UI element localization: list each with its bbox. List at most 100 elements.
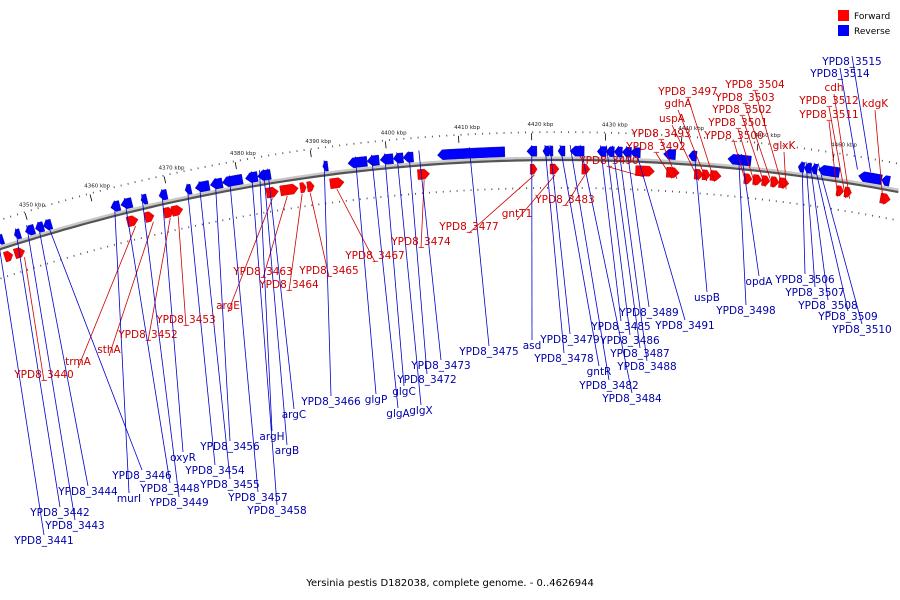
leader-line <box>564 174 586 207</box>
leader-line <box>267 168 295 410</box>
reverse-gene-label: YPD8_3444 <box>57 486 118 498</box>
leader-line <box>569 144 610 381</box>
forward-gene-label: YPD8_3501 <box>707 117 767 129</box>
leader-line <box>228 175 259 493</box>
reverse-gene-arrow <box>120 197 134 209</box>
reverse-gene-label: glgX <box>409 405 432 417</box>
forward-gene-arrow <box>306 181 315 193</box>
leader-line <box>45 219 143 471</box>
leader-line <box>801 161 806 275</box>
reverse-gene-label: YPD8_3509 <box>817 311 877 323</box>
reverse-gene-arrow <box>110 200 122 212</box>
tick-mark <box>309 150 312 158</box>
tick-label: 4380 kbp <box>230 151 256 157</box>
leader-line <box>599 145 622 322</box>
leader-line <box>737 128 756 186</box>
leader-line <box>37 221 89 487</box>
leader-line <box>354 156 377 395</box>
tick-label: 4360 kbp <box>84 184 110 190</box>
leader-line <box>839 67 858 170</box>
reverse-gene-arrow <box>210 177 224 190</box>
leader-line <box>177 216 187 327</box>
track-dot <box>40 264 42 267</box>
tick-mark <box>385 141 387 149</box>
tick-label: 4430 kbp <box>602 123 628 129</box>
reverse-gene-label: YPD8_3489 <box>618 307 678 319</box>
leader-line <box>77 226 136 369</box>
leader-line <box>309 192 330 278</box>
tick-mark <box>89 194 93 202</box>
leader-line <box>741 115 766 187</box>
reverse-gene-label: YPD8_3442 <box>29 507 89 519</box>
track-dot <box>59 258 62 261</box>
reverse-gene-label: YPD8_3449 <box>148 497 208 509</box>
forward-gene-arrow <box>279 183 299 197</box>
forward-gene-label: YPD8_3474 <box>390 236 451 248</box>
reverse-gene-label: YPD8_3479 <box>539 334 599 346</box>
reverse-gene-arrow <box>379 153 394 165</box>
forward-gene-arrow <box>299 182 307 194</box>
forward-gene-arrow <box>581 163 591 175</box>
track-dot <box>26 268 29 271</box>
leader-line <box>544 145 565 354</box>
forward-gene-arrow <box>162 206 175 219</box>
track-dot <box>33 266 35 269</box>
reverse-gene-arrow <box>158 189 169 201</box>
track-dot <box>37 207 39 210</box>
reverse-gene-label: YPD8_3475 <box>458 346 518 358</box>
leader-line <box>626 146 650 308</box>
track-dot <box>13 273 15 276</box>
reverse-gene-label: YPD8_3466 <box>300 396 361 408</box>
reverse-gene-label: YPD8_3478 <box>533 353 593 365</box>
leader-line <box>214 178 231 442</box>
reverse-gene-label: YPD8_3473 <box>410 360 470 372</box>
reverse-gene-label: glgC <box>392 386 416 398</box>
leader-line <box>147 217 171 342</box>
reverse-gene-arrow <box>630 147 641 159</box>
tick-label: 4410 kbp <box>454 125 480 131</box>
forward-gene-label: YPD8_3511 <box>798 109 858 121</box>
reverse-gene-arrow <box>222 173 244 188</box>
leader-line <box>0 248 45 536</box>
forward-gene-label: YPD8_3504 <box>724 79 785 91</box>
leader-line <box>108 221 154 357</box>
track-dot <box>51 203 53 206</box>
reverse-gene-arrow <box>347 156 368 169</box>
leader-line <box>828 106 846 199</box>
forward-gene-label: YPD8_3467 <box>344 250 404 262</box>
forward-gene-label: YPD8_3463 <box>232 266 292 278</box>
tick-mark <box>163 176 167 184</box>
leader-line <box>549 144 571 335</box>
forward-gene-label: trmA <box>65 356 91 368</box>
leader-line <box>634 146 686 321</box>
leader-line <box>420 180 425 249</box>
reverse-gene-label: murI <box>117 493 141 505</box>
leader-line <box>323 160 332 397</box>
legend: Forward Reverse <box>838 10 891 37</box>
reverse-gene-label: YPD8_3485 <box>590 321 650 333</box>
tick-label: 4460 kbp <box>831 143 857 149</box>
leader-line <box>141 193 180 498</box>
leader-line <box>384 153 405 387</box>
forward-gene-arrow <box>329 177 345 190</box>
forward-gene-arrow <box>2 250 14 263</box>
reverse-gene-label: YPD8_3515 <box>821 56 881 68</box>
reverse-gene-arrow <box>392 152 404 164</box>
leader-line <box>754 90 784 190</box>
track-dot <box>9 215 12 218</box>
leader-line <box>161 189 184 453</box>
reverse-gene-label: oxyR <box>170 452 196 464</box>
leader-line <box>741 154 760 277</box>
leader-line <box>198 181 231 480</box>
forward-gene-label: YPD8_3490 <box>578 155 638 167</box>
forward-gene-arrow <box>143 211 155 223</box>
forward-gene-label: YPD8_3497 <box>657 86 717 98</box>
leader-line <box>677 109 708 182</box>
reverse-gene-label: YPD8_3498 <box>715 305 775 317</box>
forward-gene-label: YPD8_3492 <box>625 141 685 153</box>
leader-line <box>655 152 673 179</box>
leader-line <box>371 154 399 409</box>
leader-line <box>418 150 442 361</box>
tick-label: 4420 kbp <box>527 122 553 128</box>
reverse-gene-label: YPD8_3508 <box>797 300 857 312</box>
